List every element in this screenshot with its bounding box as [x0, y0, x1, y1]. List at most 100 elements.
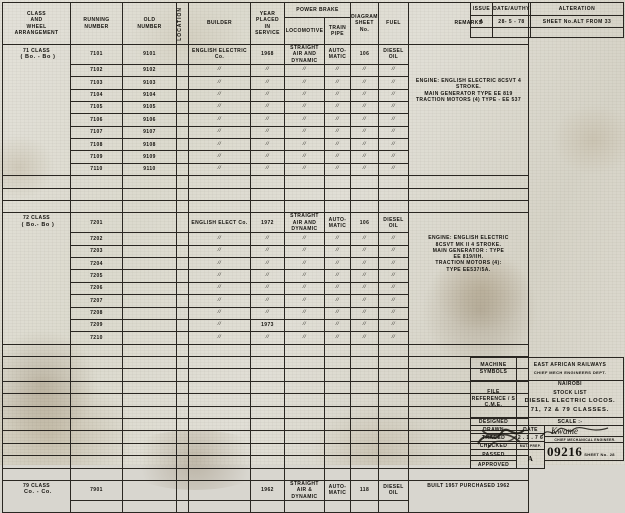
blank-cell: [250, 455, 285, 469]
diagram-ditto: //: [350, 318, 379, 333]
blank-row: [2, 175, 529, 189]
brake-loco-ditto: //: [284, 294, 325, 308]
stock-list-table: CLASS AND WHEEL ARRANGEMENT RUNNING NUMB…: [2, 2, 529, 513]
organisation-name: EAST AFRICAN RAILWAYS CHIEF MECH ENGINEE…: [515, 357, 625, 381]
alteration-value: [530, 27, 624, 38]
old-number: [122, 232, 177, 246]
fuel-ditto: //: [378, 256, 409, 271]
blank-cell: [350, 380, 379, 395]
brake-loco-ditto: //: [284, 244, 325, 258]
blank-cell: [378, 343, 409, 358]
running-number: 7901: [70, 480, 123, 501]
blank-row: [2, 393, 529, 407]
old-number: 9106: [122, 113, 177, 127]
header-year-placed-in-service: YEAR PLACED IN SERVICE: [250, 2, 285, 45]
blank-cell: [2, 187, 71, 202]
diagram-ditto: //: [350, 125, 379, 140]
table-row: 7203 // // // // // //: [3, 244, 529, 258]
running-number: 7101: [70, 44, 123, 65]
blank-cell: [2, 455, 71, 469]
location-cell: [176, 331, 189, 345]
diagram-sheet-cell: 106: [350, 44, 379, 65]
blank-cell: [122, 368, 177, 382]
city-label: NAIROBI: [515, 380, 625, 387]
blank-cell: [176, 405, 189, 420]
blank-cell: [250, 442, 285, 457]
blank-cell: [324, 430, 351, 444]
brake-locomotive-cell: STRAIGHT AIR AND DYNAMIC: [284, 44, 325, 65]
header-location: LOCATION: [176, 2, 189, 45]
diagram-ditto: //: [350, 162, 379, 177]
old-number: 9104: [122, 88, 177, 102]
location-cell: [176, 44, 189, 65]
blank-row: [2, 405, 529, 420]
running-number: 7209: [70, 318, 123, 333]
location-cell: [176, 125, 189, 140]
scale-label: SCALE :-: [515, 417, 625, 426]
brake-loco-ditto: //: [284, 150, 325, 164]
brake-loco-ditto: //: [284, 318, 325, 333]
blank-cell: [70, 175, 123, 189]
blank-cell: [122, 200, 177, 214]
blank-cell: [324, 187, 351, 202]
date-authority-value: 28- 5 - 78: [492, 15, 531, 28]
blank-cell: [188, 418, 251, 432]
blank-cell: [2, 393, 71, 407]
location-cell: [176, 306, 189, 320]
blank-cell: [188, 499, 251, 513]
blank-cell: [324, 368, 351, 382]
blank-cell: [350, 393, 379, 407]
blank-cell: [188, 380, 251, 395]
location-cell: [176, 100, 189, 115]
location-cell: [176, 318, 189, 333]
table-row: 7210 // // // // // //: [3, 331, 529, 345]
fuel-cell: DIESEL OIL: [378, 480, 409, 501]
location-cell: [176, 150, 189, 164]
blank-cell: [2, 368, 71, 382]
blank-cell: [350, 200, 379, 214]
blank-cell: [188, 442, 251, 457]
brake-locomotive-cell: STRAIGHT AIR & DYNAMIC: [284, 480, 325, 501]
year-ditto: //: [250, 306, 285, 320]
designed-row: DESIGNED SCALE :-: [470, 417, 625, 426]
builder-cell: ENGLISH ELECTRIC Co.: [188, 44, 251, 65]
blank-cell: [284, 380, 325, 395]
blank-cell: [378, 393, 409, 407]
brake-pipe-ditto: //: [324, 162, 351, 177]
blank-cell: [324, 405, 351, 420]
fuel-ditto: //: [378, 232, 409, 246]
builder-cell: ENGLISH ELECT Co.: [188, 212, 251, 234]
builder-ditto: //: [188, 125, 251, 140]
sheet-label: SHEET No.: [584, 452, 608, 457]
builder-ditto: //: [188, 281, 251, 296]
blank-cell: [70, 455, 123, 469]
old-number: [122, 331, 177, 345]
location-cell: [176, 256, 189, 271]
header-locomotive: LOCOMOTIVE: [284, 17, 325, 45]
blank-cell: [176, 200, 189, 214]
blank-cell: [250, 343, 285, 358]
blank-cell: [176, 187, 189, 202]
blank-cell: [2, 405, 71, 420]
old-number: 9108: [122, 138, 177, 152]
blank-cell: [176, 430, 189, 444]
blank-row: [2, 380, 529, 395]
blank-cell: [408, 175, 529, 189]
blank-cell: [122, 467, 177, 482]
authority-label: CHIEF MECHANICAL ENGINEER.: [545, 436, 624, 442]
brake-train-pipe-cell: AUTO-MATIC: [324, 212, 351, 234]
brake-train-pipe-cell: AUTO-MATIC: [324, 44, 351, 65]
class-cell-72: 72 CLASS ( Bo.- Bo ): [2, 212, 71, 345]
brake-pipe-ditto: //: [324, 125, 351, 140]
blank-cell: [324, 442, 351, 457]
blank-cell: [284, 442, 325, 457]
table-row: 72 CLASS ( Bo.- Bo ) 7201 ENGLISH ELECT …: [2, 212, 529, 345]
table-row: 7108 9108 // // // // // //: [3, 138, 529, 152]
old-number: 9101: [122, 44, 177, 65]
blank-cell: [70, 442, 123, 457]
diagram-ditto: //: [350, 63, 379, 78]
blank-cell: [250, 393, 285, 407]
blank-cell: [122, 442, 177, 457]
blank-cell: [70, 356, 123, 370]
blank-cell: [350, 467, 379, 482]
